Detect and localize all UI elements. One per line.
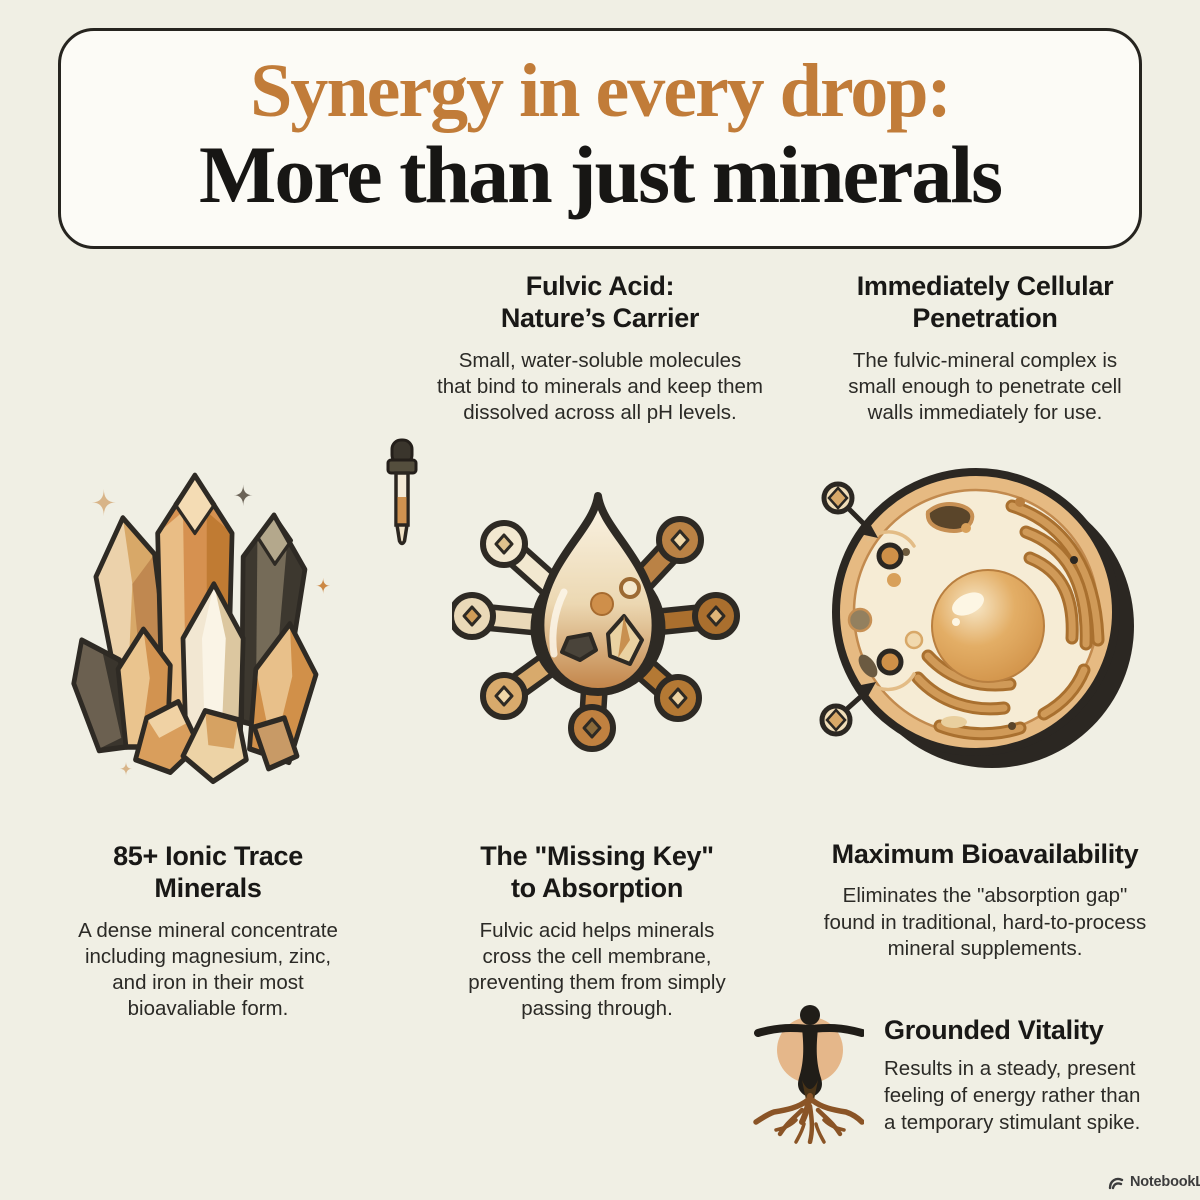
bioavailability-body: Eliminates the "absorption gap" found in… xyxy=(823,884,1147,960)
missing-key-heading: The "Missing Key" to Absorption xyxy=(480,841,714,904)
missing-key-body: Fulvic acid helps minerals cross the cel… xyxy=(468,918,726,1021)
fulvic-body: Small, water-soluble molecules that bind… xyxy=(437,348,763,425)
grounded-body: Results in a steady, present feeling of … xyxy=(884,1057,1141,1134)
bioavailability-heading: Maximum Bioavailability xyxy=(831,839,1139,869)
section-bioavailability: Maximum Bioavailability Eliminates the "… xyxy=(775,838,1195,962)
cellular-heading: Immediately Cellular Penetration xyxy=(856,271,1114,334)
dropper-icon xyxy=(386,438,418,546)
rooted-person-icon xyxy=(753,1005,864,1144)
title-banner: Synergy in every drop: More than just mi… xyxy=(58,28,1142,249)
notebooklm-logo-icon xyxy=(1108,1177,1124,1189)
watermark-label: NotebookLM xyxy=(1130,1174,1200,1190)
section-grounded-vitality: Grounded Vitality Results in a steady, p… xyxy=(884,1014,1194,1136)
watermark: NotebookLM xyxy=(1108,1174,1200,1190)
cellular-body: The fulvic-mineral complex is small enou… xyxy=(848,348,1122,425)
title-line-1: Synergy in every drop: xyxy=(250,49,952,133)
cell-illustration xyxy=(819,468,1134,768)
section-fulvic-acid: Fulvic Acid: Nature’s Carrier Small, wat… xyxy=(395,270,805,426)
grounded-heading: Grounded Vitality xyxy=(884,1015,1104,1045)
minerals-heading: 85+ Ionic Trace Minerals xyxy=(113,841,303,904)
section-ionic-trace-minerals: 85+ Ionic Trace Minerals A dense mineral… xyxy=(28,840,388,1023)
fulvic-molecule-illustration xyxy=(452,492,740,752)
section-missing-key: The "Missing Key" to Absorption Fulvic a… xyxy=(412,840,782,1023)
crystal-cluster-illustration xyxy=(71,472,331,785)
fulvic-heading: Fulvic Acid: Nature’s Carrier xyxy=(500,271,700,334)
section-cellular-penetration: Immediately Cellular Penetration The ful… xyxy=(785,270,1185,426)
minerals-body: A dense mineral concentrate including ma… xyxy=(78,918,338,1021)
title-line-2: More than just minerals xyxy=(198,128,1003,220)
